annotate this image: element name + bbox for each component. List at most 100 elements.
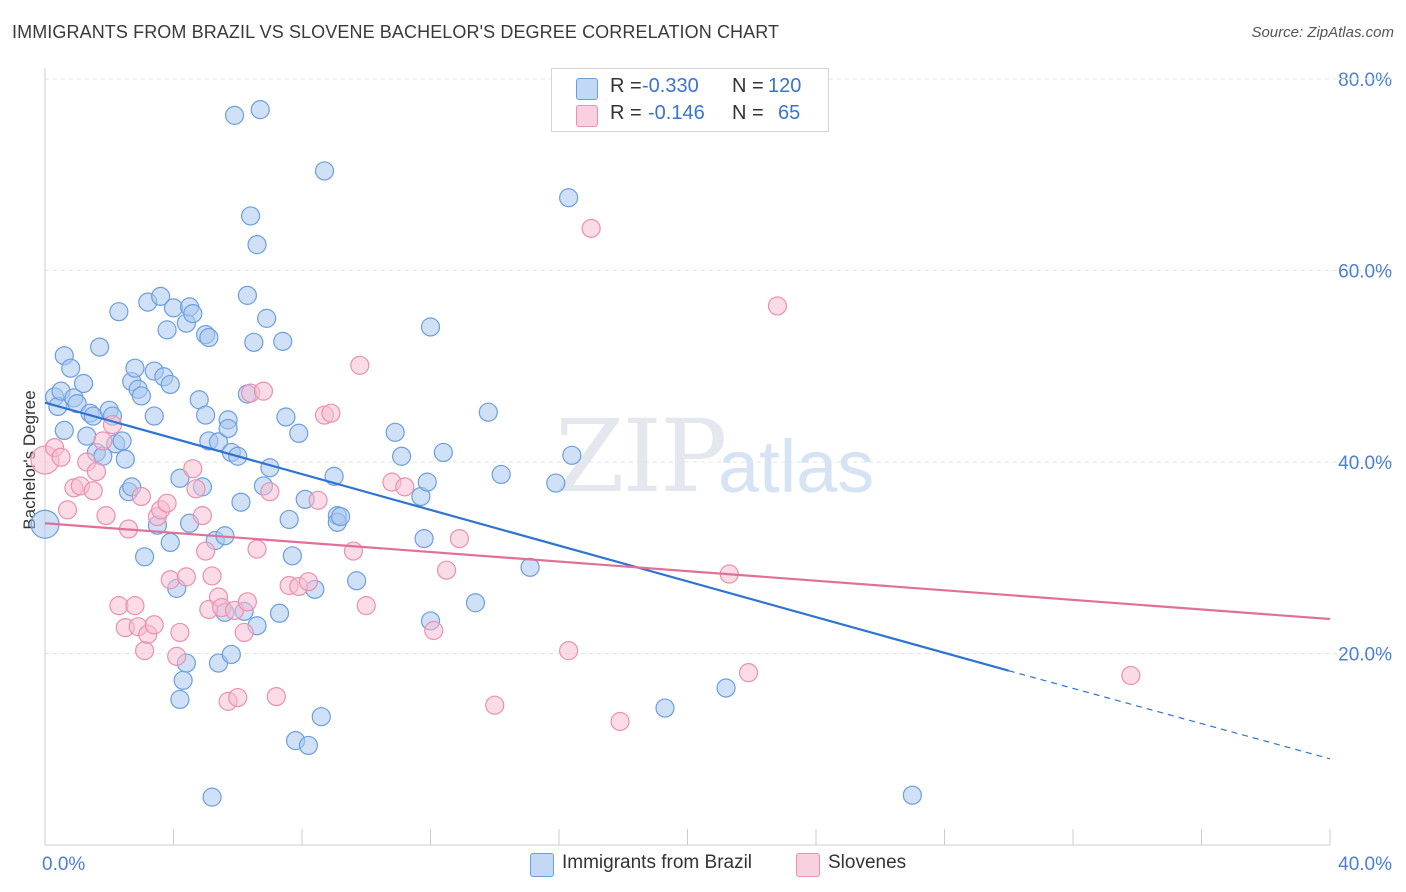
legend-swatch-pink <box>576 105 598 127</box>
slovenes-point <box>559 641 579 661</box>
brazil-point <box>115 449 135 469</box>
brazil-point <box>196 405 216 425</box>
brazil-point <box>559 188 579 208</box>
brazil-point <box>173 670 193 690</box>
brazil-point <box>73 373 94 394</box>
slovenes-point <box>767 296 788 316</box>
slovenes-point <box>109 596 129 616</box>
slovenes-point <box>160 570 180 590</box>
chart-title: IMMIGRANTS FROM BRAZIL VS SLOVENE BACHEL… <box>12 22 780 42</box>
legend-label-slovenes: Slovenes <box>828 852 907 873</box>
slovenes-point <box>131 486 151 507</box>
slovenes-point <box>83 481 103 501</box>
brazil-trend-line <box>44 401 1010 672</box>
brazil-point <box>237 285 257 305</box>
slovenes-point <box>449 528 470 549</box>
slovenes-point <box>308 490 328 510</box>
legend-r-label: R = <box>610 102 642 124</box>
legend-r-value: -0.146 <box>648 102 705 124</box>
brazil-point <box>289 423 309 443</box>
slovenes-point <box>260 482 280 502</box>
legend-n-label: N = <box>732 75 764 97</box>
slovenes-point <box>167 646 187 666</box>
slovenes-point <box>144 615 164 635</box>
brazil-point <box>61 358 81 378</box>
legend-swatch-pink <box>796 853 820 877</box>
brazil-point <box>385 422 405 442</box>
slovenes-point <box>96 506 116 526</box>
brazil-point <box>276 407 296 427</box>
brazil-point <box>655 698 675 718</box>
slovenes-point <box>170 622 190 643</box>
brazil-point <box>218 418 238 439</box>
brazil-point <box>391 446 412 466</box>
brazil-point <box>250 100 270 120</box>
brazil-point <box>160 374 180 395</box>
brazil-point <box>202 787 222 807</box>
brazil-point <box>241 206 261 226</box>
brazil-point <box>311 707 331 727</box>
slovenes-point <box>350 355 370 375</box>
legend-swatch-blue <box>576 78 598 100</box>
y-tick-label: 60.0% <box>1338 262 1392 283</box>
brazil-point <box>298 735 319 756</box>
slovenes-point <box>93 431 113 451</box>
slovenes-point <box>253 381 274 401</box>
brazil-point <box>160 532 180 553</box>
brazil-point <box>314 161 335 181</box>
slovenes-point <box>266 686 286 707</box>
brazil-point <box>90 337 110 357</box>
brazil-point <box>417 472 437 492</box>
brazil-point <box>562 445 582 465</box>
slovenes-point <box>234 622 254 643</box>
brazil-point <box>414 528 434 549</box>
slovenes-point <box>176 567 196 587</box>
brazil-point <box>224 105 245 125</box>
brazil-point <box>247 235 267 255</box>
brazil-point <box>279 509 299 530</box>
y-tick-label: 40.0% <box>1338 453 1392 474</box>
brazil-trend-extension <box>1008 670 1331 760</box>
x-tick-label: 0.0% <box>42 854 85 875</box>
brazil-point <box>221 644 241 665</box>
brazil-point <box>433 442 453 463</box>
slovenes-point <box>183 459 203 479</box>
brazil-point <box>231 492 251 512</box>
brazil-point <box>257 308 277 328</box>
slovenes-point <box>157 493 177 513</box>
slovenes-point <box>321 403 341 423</box>
brazil-point <box>244 332 264 352</box>
brazil-point <box>77 426 97 446</box>
legend-n-label: N = <box>732 102 764 124</box>
brazil-point <box>170 468 190 488</box>
slovenes-point <box>436 560 457 580</box>
y-tick-label: 20.0% <box>1338 645 1392 666</box>
slovenes-point <box>485 695 505 715</box>
brazil-point <box>144 406 164 426</box>
slovenes-point <box>125 596 145 616</box>
brazil-point <box>170 689 190 710</box>
brazil-point <box>273 331 293 351</box>
legend-label-brazil: Immigrants from Brazil <box>562 852 753 873</box>
brazil-point <box>269 603 290 623</box>
slovenes-point <box>134 641 155 661</box>
brazil-point <box>520 557 540 577</box>
brazil-point <box>134 547 155 567</box>
slovenes-point <box>581 218 601 238</box>
brazil-point <box>347 571 367 591</box>
brazil-point <box>54 420 74 441</box>
legend-r-label: R = <box>610 75 642 97</box>
brazil-point <box>902 785 922 805</box>
slovenes-point <box>202 566 222 586</box>
series-legend: Immigrants from Brazil Slovenes <box>0 851 1406 877</box>
legend-n-value: 120 <box>768 75 802 97</box>
slovenes-point <box>424 620 444 641</box>
slovenes-point <box>395 477 415 497</box>
brazil-point <box>330 506 351 527</box>
legend-n-value: 65 <box>778 102 801 124</box>
slovenes-point <box>1121 665 1141 686</box>
brazil-point <box>716 678 736 698</box>
slovenes-point <box>192 506 213 526</box>
slovenes-point <box>298 572 319 592</box>
